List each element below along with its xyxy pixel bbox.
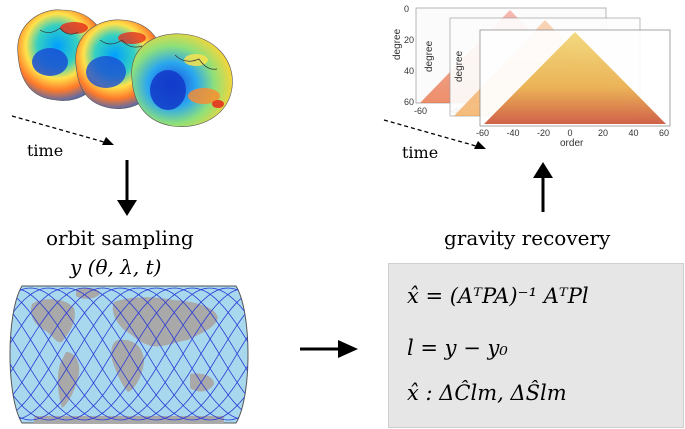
y-axis-label-front: degree [454, 50, 465, 82]
orbit-tracks [10, 287, 248, 421]
orbit-track-line [10, 287, 248, 421]
equation-least-squares: x̂ = (AᵀPA)⁻¹ AᵀPl [407, 284, 589, 308]
orbit-track-line [10, 287, 248, 421]
estimation-formula-box: x̂ = (AᵀPA)⁻¹ AᵀPl l = y − y₀ x̂ : ΔĈlm,… [388, 263, 684, 428]
x-axis-label-front: order [560, 138, 584, 149]
orbit-track-line [10, 287, 248, 421]
orbit-track-line [10, 287, 248, 421]
x-tick-label: 0 [568, 128, 573, 138]
time-arrow-right [383, 119, 486, 149]
orbit-track-line [10, 287, 248, 421]
y-tick-label: 60 [404, 97, 414, 107]
time-arrow-left [11, 115, 114, 145]
orbit-track-line [10, 287, 248, 421]
x-tick-label: 60 [659, 128, 669, 138]
x-tick-label: -60 [476, 128, 489, 138]
orbit-track-line [10, 287, 248, 421]
x-tick-label: 20 [598, 128, 608, 138]
y-tick-label: 40 [404, 66, 414, 76]
orbit-ground-track-map [9, 285, 249, 424]
orbit-track-line [10, 287, 248, 421]
orbit-track-line [10, 287, 248, 421]
time-label-left: time [27, 141, 64, 160]
x-tick-label: -20 [537, 128, 550, 138]
globe-3 [131, 33, 233, 127]
orbit-function-label: y (θ, λ, t) [70, 255, 162, 279]
orbit-track-line [10, 287, 248, 421]
time-label-right: time [402, 143, 439, 162]
geoid-globes-illustration [17, 9, 233, 127]
y-axis-label-back: degree [392, 28, 403, 60]
y-tick-label: 0 [404, 4, 409, 14]
x-tick-label: 40 [629, 128, 639, 138]
gravity-recovery-label: gravity recovery [444, 226, 611, 250]
orbit-track-line [10, 287, 248, 421]
orbit-track-line [10, 287, 248, 421]
map-land [30, 287, 224, 423]
equation-coefficients: x̂ : ΔĈlm, ΔŜlm [407, 381, 567, 405]
y-tick-label: 20 [404, 35, 414, 45]
plot-panel-front: -60 -40 -20 0 20 40 60 [476, 29, 671, 138]
x-tick-label-back: -60 [414, 106, 427, 116]
y-axis-label-middle: degree [424, 40, 435, 72]
down-arrow [117, 160, 137, 216]
up-arrow [533, 162, 553, 212]
x-tick-label: -40 [507, 128, 520, 138]
orbit-track-line [10, 287, 248, 421]
orbit-track-line [10, 287, 248, 421]
orbit-sampling-label: orbit sampling [46, 226, 194, 250]
equation-observation: l = y − y₀ [407, 336, 508, 360]
right-arrow [300, 340, 358, 358]
